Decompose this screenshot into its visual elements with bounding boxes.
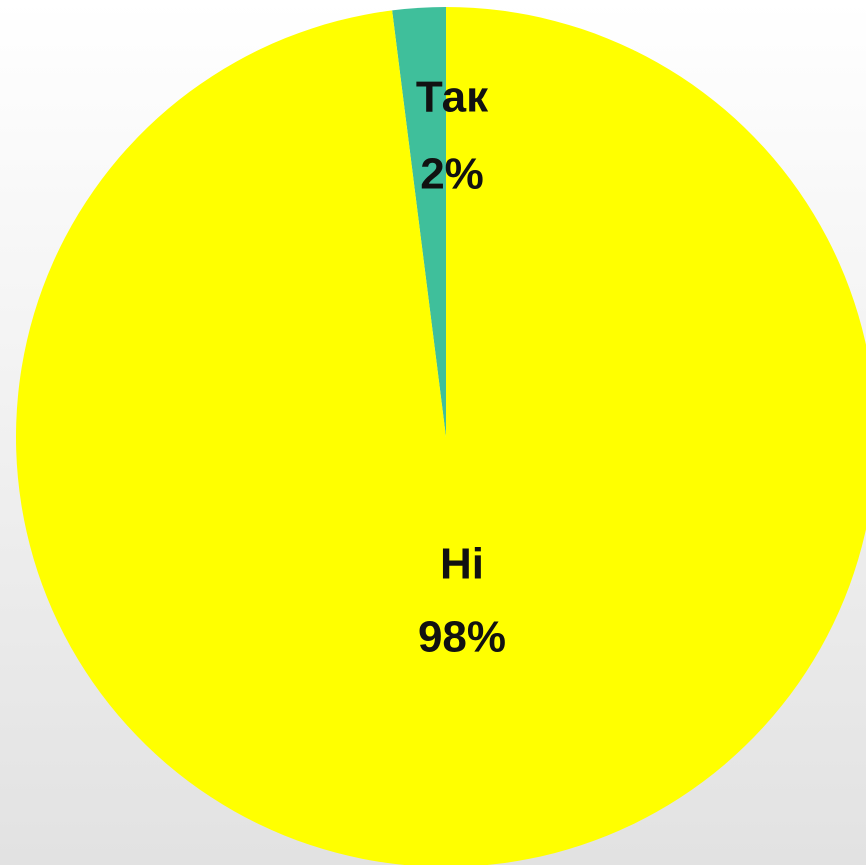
- value-label: 2%: [420, 150, 484, 199]
- pie: [16, 7, 866, 865]
- value-label: 98%: [418, 613, 506, 662]
- pie-slice: [392, 7, 446, 437]
- pie-slice: [16, 7, 866, 865]
- category-label: Ні: [440, 540, 484, 589]
- labels: Так 2% Ні 98%: [416, 73, 506, 662]
- category-label: Так: [416, 73, 489, 122]
